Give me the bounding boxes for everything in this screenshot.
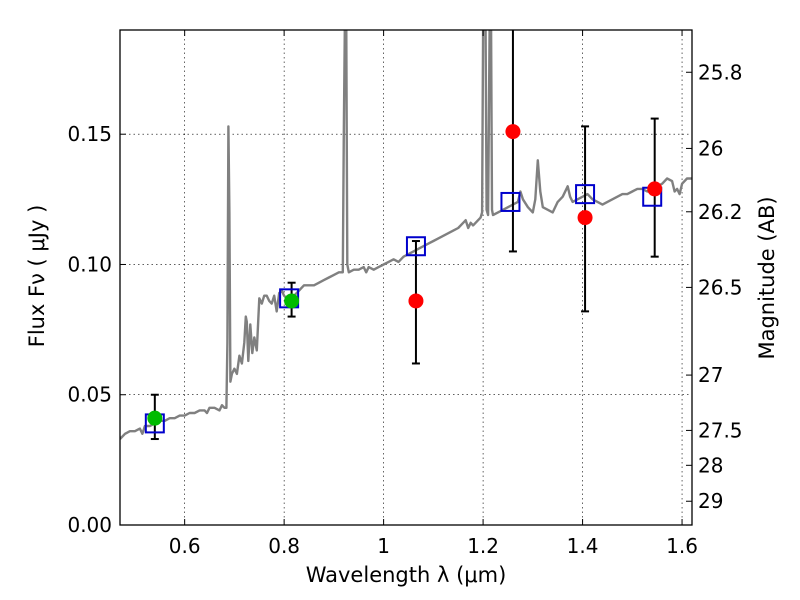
- observed-point-marker: [505, 124, 521, 140]
- gridlines: [120, 30, 692, 525]
- observed-point-marker: [147, 410, 163, 426]
- right-tick-label: 26.2: [698, 200, 743, 224]
- y-axis-label: Flux Fν ( μJy ): [25, 205, 49, 348]
- y-tick-label: 0.00: [67, 513, 112, 537]
- right-tick-label: 27: [698, 363, 723, 387]
- y-tick-label: 0.15: [67, 122, 112, 146]
- right-tick-label: 29: [698, 489, 723, 513]
- spectrum-series: [120, 30, 692, 440]
- model-square-marker: [575, 184, 596, 205]
- data-markers: [144, 124, 663, 434]
- x-tick-label: 1.6: [666, 534, 698, 558]
- right-tick-label: 25.8: [698, 60, 743, 84]
- x-tick-label: 1.4: [567, 534, 599, 558]
- right-tick-label: 28: [698, 453, 723, 477]
- x-tick-label: 0.6: [169, 534, 201, 558]
- model-square-marker: [405, 236, 426, 257]
- right-axis-label: Magnitude (AB): [755, 196, 779, 359]
- observed-point-marker: [408, 293, 424, 309]
- right-tick-label: 27.5: [698, 418, 743, 442]
- spectrum-line: [120, 30, 692, 440]
- tick-labels: 0.6 0.8 1 1.2 1.4 1.6 0.00 0.05 0.10 0.15 25.8 26 26…: [67, 60, 742, 558]
- x-tick-label: 1.2: [467, 534, 499, 558]
- y-tick-label: 0.05: [67, 383, 112, 407]
- plot-frame: [119, 29, 693, 526]
- observed-point-marker: [647, 181, 663, 197]
- axis-ticks: [120, 30, 692, 526]
- observed-point-marker: [577, 210, 593, 226]
- x-axis-label: Wavelength λ (μm): [306, 563, 507, 587]
- right-tick-label: 26.5: [698, 275, 743, 299]
- x-tick-label: 1: [377, 534, 390, 558]
- model-square-marker: [500, 191, 521, 212]
- x-tick-label: 0.8: [268, 534, 300, 558]
- y-tick-label: 0.10: [67, 252, 112, 276]
- observed-point-marker: [284, 293, 300, 309]
- right-tick-label: 26: [698, 136, 723, 160]
